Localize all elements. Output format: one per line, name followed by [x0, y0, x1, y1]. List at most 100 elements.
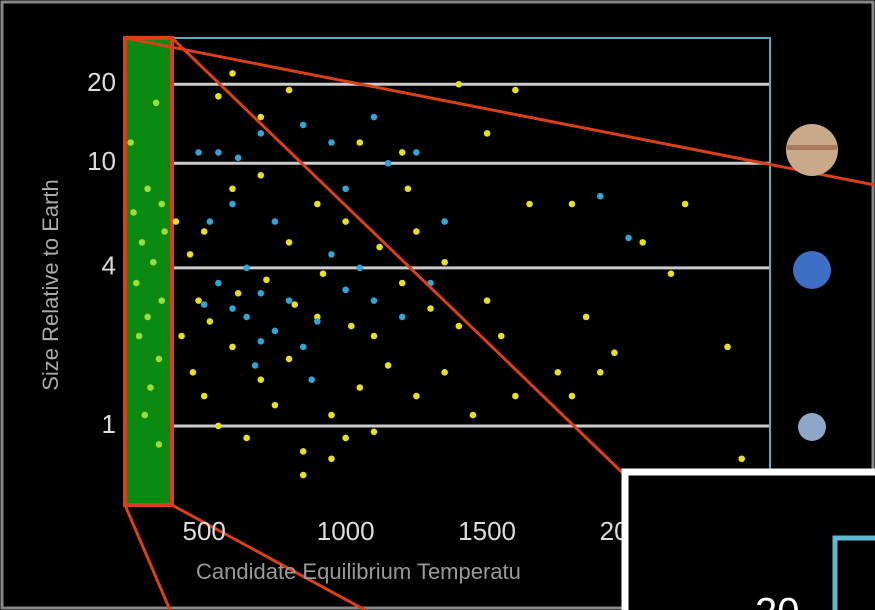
point	[668, 270, 675, 277]
point	[139, 239, 146, 246]
point	[252, 362, 259, 369]
point	[512, 393, 519, 400]
point	[156, 441, 163, 448]
point	[328, 412, 335, 419]
point	[399, 280, 406, 287]
point	[142, 412, 149, 419]
point	[286, 87, 293, 94]
point	[569, 201, 576, 208]
point	[484, 297, 491, 304]
point	[272, 328, 279, 335]
point	[215, 280, 222, 287]
point	[207, 318, 214, 325]
point	[229, 305, 236, 312]
point	[229, 70, 236, 77]
point	[484, 130, 491, 137]
point	[427, 305, 434, 312]
point	[371, 333, 378, 340]
point	[173, 218, 180, 225]
point	[682, 201, 689, 208]
point	[127, 139, 134, 146]
x-tick-label: 1500	[458, 516, 516, 546]
point	[235, 154, 242, 161]
point	[456, 81, 463, 88]
point	[286, 356, 293, 363]
point	[441, 218, 448, 225]
point	[357, 384, 364, 391]
point	[130, 209, 137, 216]
point	[156, 356, 163, 363]
point	[286, 297, 293, 304]
point	[348, 323, 355, 330]
inset-label: 20	[755, 591, 800, 610]
point	[158, 297, 165, 304]
point	[136, 333, 143, 340]
y-axis-label: Size Relative to Earth	[38, 179, 63, 391]
point	[291, 301, 298, 308]
point	[308, 376, 315, 383]
jupiter-band	[787, 145, 837, 150]
point	[257, 338, 264, 345]
point	[320, 270, 327, 277]
point	[738, 455, 745, 462]
point	[201, 393, 208, 400]
point	[413, 393, 420, 400]
point	[342, 286, 349, 293]
point	[153, 99, 160, 106]
point	[133, 280, 140, 287]
point	[583, 314, 590, 321]
point	[150, 259, 157, 266]
point	[413, 228, 420, 235]
point	[257, 290, 264, 297]
point	[215, 423, 222, 430]
x-tick-label: 500	[183, 516, 226, 546]
point	[569, 393, 576, 400]
point	[314, 318, 321, 325]
point	[328, 455, 335, 462]
point	[144, 185, 151, 192]
point	[371, 297, 378, 304]
point	[357, 265, 364, 272]
neptune-icon	[793, 251, 831, 289]
point	[229, 185, 236, 192]
point	[201, 301, 208, 308]
point	[178, 333, 185, 340]
point	[611, 349, 618, 356]
point	[144, 314, 151, 321]
point	[376, 244, 383, 251]
point	[272, 218, 279, 225]
point	[207, 218, 214, 225]
page: Size Relative to Earth Candidate Equilib…	[0, 0, 875, 610]
point	[147, 384, 154, 391]
point	[371, 114, 378, 121]
point	[357, 139, 364, 146]
x-axis-label: Candidate Equilibrium Temperatu	[196, 559, 521, 584]
point	[243, 314, 250, 321]
point	[371, 428, 378, 435]
point	[161, 228, 168, 235]
point	[441, 259, 448, 266]
point	[300, 448, 307, 455]
y-tick-label: 1	[102, 409, 116, 439]
point	[405, 185, 412, 192]
point	[526, 201, 533, 208]
point	[201, 228, 208, 235]
point	[639, 239, 646, 246]
point	[498, 333, 505, 340]
point	[342, 218, 349, 225]
point	[555, 369, 562, 376]
point	[300, 122, 307, 129]
point	[286, 239, 293, 246]
point	[195, 297, 202, 304]
point	[342, 435, 349, 442]
point	[190, 369, 197, 376]
point	[257, 376, 264, 383]
earth-icon	[798, 413, 826, 441]
point	[300, 472, 307, 479]
point	[385, 362, 392, 369]
point	[470, 412, 477, 419]
point	[243, 435, 250, 442]
point	[399, 314, 406, 321]
point	[328, 139, 335, 146]
point	[724, 344, 731, 351]
